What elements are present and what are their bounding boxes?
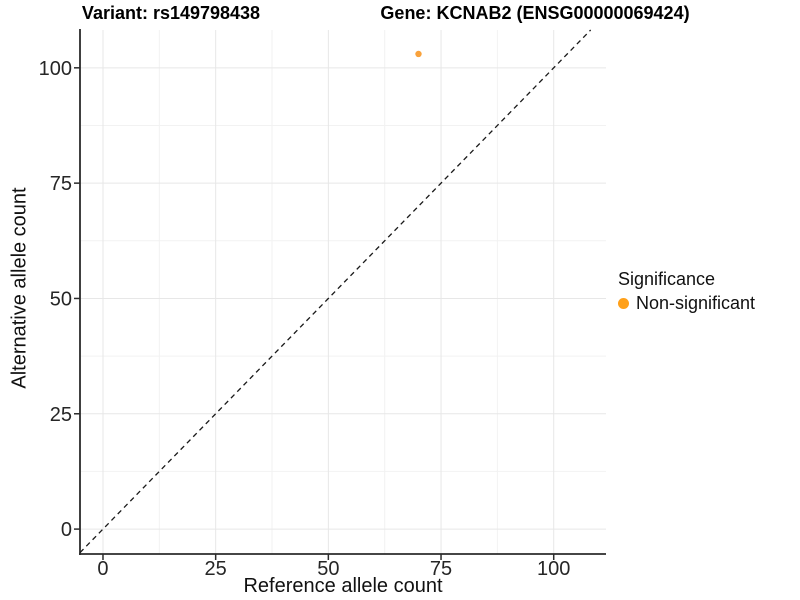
legend-title: Significance [618,269,716,289]
legend-dot-icon [618,298,629,309]
x-tick-label: 100 [537,558,570,580]
legend: Significance Non-significant [618,269,755,314]
plot-title-variant: Variant: rs149798438 [81,3,261,23]
legend-item: Non-significant [618,293,755,314]
y-tick-label: 100 [39,58,72,80]
y-tick-label: 0 [61,519,72,541]
y-tick-label: 25 [50,404,72,426]
x-tick-label: 75 [430,558,452,580]
y-axis-title: Alternative allele count [8,187,31,389]
x-tick-label: 0 [97,558,108,580]
legend-items: Non-significant [618,293,755,314]
data-point [415,50,422,58]
legend-item-label: Non-significant [636,293,756,313]
y-tick-label: 50 [50,288,72,310]
y-tick-label: 75 [50,173,72,195]
plot-title-gene: Gene: KCNAB2 (ENSG00000069424) [380,3,690,23]
x-tick-label: 25 [205,558,227,580]
identity-dashed-line [79,29,592,554]
x-axis-title: Reference allele count [243,575,443,597]
x-tick-label: 50 [317,558,339,580]
